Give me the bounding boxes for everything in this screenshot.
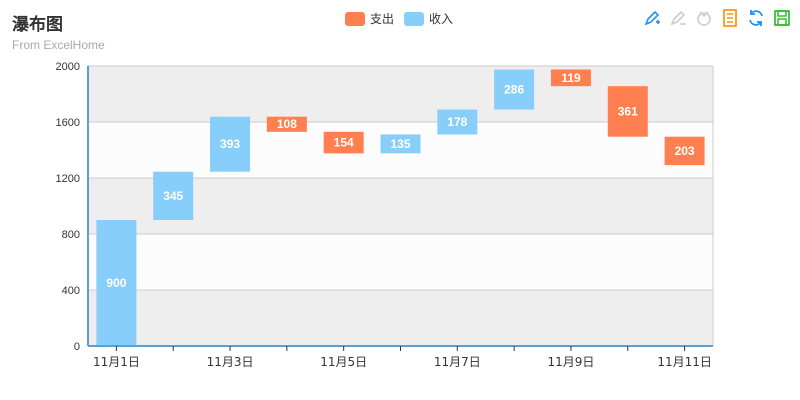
- data-label: 393: [220, 137, 240, 151]
- y-tick-label: 0: [74, 341, 80, 353]
- save-image-icon[interactable]: [772, 8, 792, 28]
- income-bar[interactable]: [153, 171, 194, 220]
- x-tick-label: 11月3日: [207, 355, 254, 369]
- data-label: 119: [561, 71, 581, 85]
- expense-bar[interactable]: [323, 131, 364, 154]
- expense-bar[interactable]: [266, 116, 307, 132]
- y-tick-label: 1200: [56, 173, 80, 185]
- toolbox: [642, 8, 792, 28]
- data-label: 135: [390, 137, 410, 151]
- chart-subtitle: From ExcelHome: [12, 38, 105, 52]
- legend-swatch-expense: [345, 11, 365, 26]
- income-bar[interactable]: [96, 220, 137, 346]
- x-tick-label: 11月9日: [548, 355, 595, 369]
- legend-swatch-income: [404, 11, 425, 26]
- income-bar[interactable]: [494, 69, 535, 110]
- x-tick-label: 11月7日: [434, 355, 481, 369]
- income-bar[interactable]: [210, 116, 251, 172]
- background-band: [88, 290, 713, 346]
- legend: 支出 收入: [345, 10, 453, 27]
- background-band: [88, 234, 713, 290]
- data-label: 900: [106, 276, 126, 290]
- data-label: 361: [618, 104, 638, 118]
- y-tick-label: 2000: [56, 61, 80, 73]
- restore-icon[interactable]: [746, 8, 766, 28]
- legend-item-expense[interactable]: 支出: [345, 10, 394, 27]
- expense-bar[interactable]: [607, 86, 648, 137]
- data-label: 154: [334, 136, 354, 150]
- legend-label-income: 收入: [429, 12, 454, 26]
- data-view-icon[interactable]: [720, 8, 740, 28]
- data-label: 108: [277, 117, 297, 131]
- mark-undo-icon[interactable]: [668, 8, 688, 28]
- legend-item-income[interactable]: 收入: [404, 10, 453, 27]
- income-bar[interactable]: [437, 109, 478, 135]
- income-bar[interactable]: [380, 134, 421, 154]
- mark-icon[interactable]: [642, 8, 662, 28]
- legend-label-expense: 支出: [370, 12, 395, 26]
- x-tick-label: 11月5日: [320, 355, 367, 369]
- chart-title: 瀑布图: [12, 15, 63, 35]
- mark-clear-icon[interactable]: [694, 8, 714, 28]
- y-tick-label: 800: [62, 229, 80, 241]
- expense-bar[interactable]: [550, 69, 591, 87]
- data-label: 178: [447, 115, 467, 129]
- data-label: 345: [163, 189, 183, 203]
- y-tick-label: 400: [62, 285, 80, 297]
- x-tick-label: 11月1日: [93, 355, 140, 369]
- y-tick-label: 1600: [56, 117, 80, 129]
- data-label: 203: [675, 144, 695, 158]
- data-label: 286: [504, 83, 524, 97]
- expense-bar[interactable]: [664, 136, 705, 166]
- x-tick-label: 11月11日: [657, 355, 712, 369]
